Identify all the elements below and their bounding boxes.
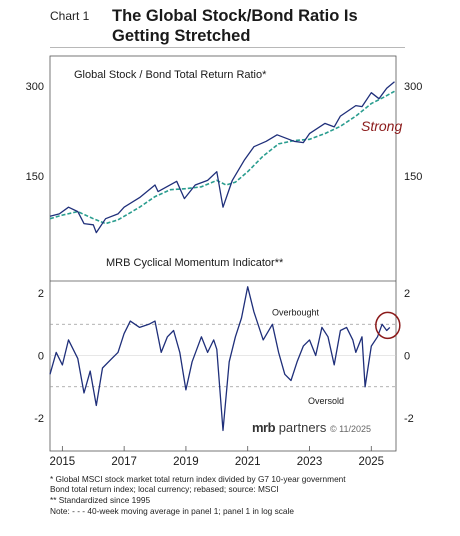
xtick-label-2025: 2025 xyxy=(358,456,384,468)
mrb-logo: mrb partners © 11/2025 xyxy=(252,420,371,435)
xtick-label-2019: 2019 xyxy=(173,456,199,468)
chart-title-line-2: Getting Stretched xyxy=(112,27,251,45)
xtick-label-2017: 2017 xyxy=(111,456,137,468)
footnote-4: Note: - - - 40-week moving average in pa… xyxy=(50,506,294,516)
panel-2-ytick-right-0: 0 xyxy=(404,351,410,363)
panel-1-ytick-right-150: 150 xyxy=(404,171,422,183)
highlight-circle xyxy=(375,311,401,340)
footnote-2: Bond total return index; local currency;… xyxy=(50,484,279,494)
stock-bond-ratio-line xyxy=(49,81,395,234)
panel-2-ytick-left--2: -2 xyxy=(34,413,44,425)
title-divider xyxy=(50,47,405,48)
logo-partners: partners xyxy=(278,420,327,435)
panel-1-ytick-left-300: 300 xyxy=(26,81,44,93)
overbought-label: Overbought xyxy=(272,307,320,317)
panel-2-ytick-left-0: 0 xyxy=(38,351,44,363)
panel-2-ytick-right--2: -2 xyxy=(404,413,414,425)
xtick-label-2021: 2021 xyxy=(235,456,261,468)
panel-2-ytick-left-2: 2 xyxy=(38,288,44,300)
logo-brand: mrb xyxy=(252,420,276,435)
strong-annotation: Strong xyxy=(361,118,402,134)
momentum-indicator-line xyxy=(49,286,391,432)
panel-2-ytick-right-2: 2 xyxy=(404,288,410,300)
panel-1-ytick-right-300: 300 xyxy=(404,81,422,93)
xtick-label-2015: 2015 xyxy=(50,456,76,468)
plot-frame xyxy=(49,55,397,452)
oversold-label: Oversold xyxy=(308,396,344,406)
panel-2-title: MRB Cyclical Momentum Indicator** xyxy=(106,257,284,269)
chart-title-line-1: The Global Stock/Bond Ratio Is xyxy=(112,7,358,25)
logo-copyright: © 11/2025 xyxy=(330,424,372,434)
xtick-label-2023: 2023 xyxy=(297,456,323,468)
footnote-3: ** Standardized since 1995 xyxy=(50,495,151,505)
panel-1-ytick-left-150: 150 xyxy=(26,171,44,183)
chart-number: Chart 1 xyxy=(50,9,90,23)
panel-1-title: Global Stock / Bond Total Return Ratio* xyxy=(74,69,267,81)
footnote-1: * Global MSCI stock market total return … xyxy=(50,474,346,484)
chart-title: The Global Stock/Bond Ratio Is Getting S… xyxy=(112,6,412,46)
